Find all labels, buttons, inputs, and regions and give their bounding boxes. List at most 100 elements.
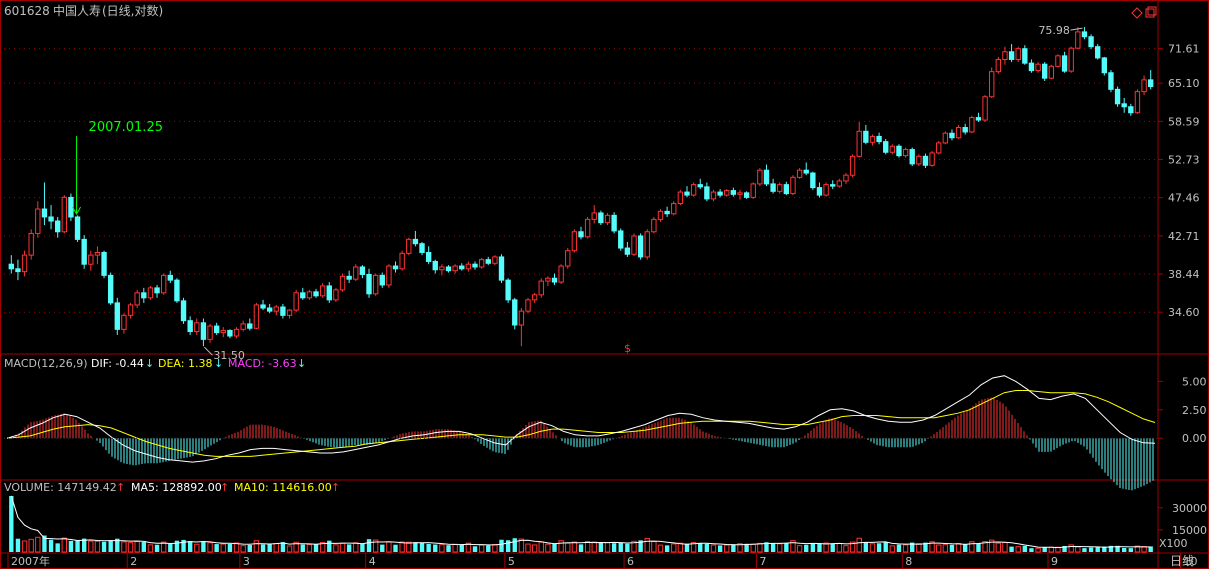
candle-body bbox=[531, 294, 538, 301]
candle-body bbox=[432, 260, 438, 271]
month-label: 8 bbox=[905, 555, 912, 568]
volume-bar bbox=[1068, 544, 1074, 553]
volume-bar bbox=[127, 542, 134, 553]
candle-body bbox=[671, 203, 677, 215]
candle bbox=[783, 181, 790, 196]
volume-bar bbox=[717, 545, 723, 552]
candle-body bbox=[1081, 31, 1088, 38]
candle bbox=[273, 304, 279, 316]
volume-bar bbox=[1015, 546, 1021, 553]
volume-bar bbox=[1102, 546, 1107, 552]
candle bbox=[571, 229, 578, 253]
candle bbox=[631, 233, 637, 257]
candle bbox=[730, 187, 737, 197]
volume-bar bbox=[313, 544, 319, 552]
candle bbox=[35, 201, 41, 238]
candle bbox=[200, 318, 207, 347]
candle-body bbox=[565, 250, 571, 267]
volume-bar bbox=[955, 543, 962, 553]
period-tab[interactable]: 日线 bbox=[1170, 554, 1194, 568]
month-label: 4 bbox=[369, 555, 376, 568]
candle-body bbox=[584, 218, 591, 238]
candle-body bbox=[498, 256, 505, 281]
candle-body bbox=[505, 279, 511, 301]
volume-bar bbox=[558, 540, 564, 553]
candle-body bbox=[1008, 51, 1015, 60]
volume-label: VOLUME: 147149.42 bbox=[4, 481, 117, 494]
candle bbox=[558, 264, 564, 284]
candle-body bbox=[392, 265, 399, 270]
candle-body bbox=[704, 186, 710, 200]
candle-body bbox=[618, 230, 624, 249]
candle bbox=[1042, 62, 1048, 81]
candle bbox=[902, 147, 909, 158]
annotation-date-label: 2007.01.25 bbox=[89, 120, 163, 135]
volume-bar bbox=[55, 543, 60, 552]
candle-body bbox=[558, 265, 564, 283]
volume-tick-label: 15000 bbox=[1172, 524, 1207, 537]
candle-body bbox=[141, 292, 147, 299]
dif-line bbox=[6, 375, 1156, 463]
restore-icon[interactable] bbox=[1145, 6, 1157, 18]
candle-body bbox=[478, 259, 485, 268]
volume-bar bbox=[439, 544, 445, 553]
ma10-label: MA10: 114616.00 bbox=[234, 481, 332, 494]
volume-bar bbox=[571, 541, 578, 553]
candle bbox=[989, 67, 995, 98]
candle-body bbox=[995, 58, 1002, 73]
volume-bar bbox=[101, 541, 107, 552]
volume-bar bbox=[452, 543, 458, 553]
candlestick-series[interactable] bbox=[8, 27, 1154, 356]
volume-bar bbox=[677, 542, 684, 553]
volume-bar bbox=[651, 541, 657, 553]
month-label: 9 bbox=[1051, 555, 1058, 568]
volume-bar bbox=[194, 543, 200, 553]
volume-bar bbox=[770, 543, 776, 552]
volume-bar bbox=[863, 542, 869, 552]
price-axis: 71.61 65.10 58.59 52.73 47.46 42.71 38.44 34.60 bbox=[1158, 43, 1200, 319]
volume-bar bbox=[830, 543, 835, 552]
candle-body bbox=[94, 251, 101, 256]
candle-body bbox=[273, 306, 279, 312]
candle-body bbox=[770, 183, 776, 192]
candle-body bbox=[763, 169, 770, 185]
volume-bar bbox=[902, 544, 909, 553]
volume-bar bbox=[545, 543, 551, 553]
month-label: 7 bbox=[760, 555, 767, 568]
volume-bar bbox=[518, 538, 525, 553]
candle-body bbox=[902, 149, 909, 157]
candle bbox=[942, 131, 949, 145]
price-tick-label: 47.46 bbox=[1168, 192, 1200, 205]
diamond-icon[interactable] bbox=[1131, 7, 1143, 19]
candle bbox=[154, 284, 160, 298]
volume-bar bbox=[1042, 547, 1047, 552]
volume-bar bbox=[21, 540, 28, 553]
candle-body bbox=[1055, 55, 1061, 67]
month-label: 6 bbox=[627, 555, 634, 568]
candle-body bbox=[591, 212, 597, 220]
candle-body bbox=[936, 142, 942, 154]
volume-bar bbox=[657, 544, 664, 553]
candle bbox=[339, 273, 346, 292]
candle-body bbox=[1148, 79, 1154, 88]
candle-body bbox=[730, 190, 737, 195]
volume-bar bbox=[174, 540, 180, 552]
dea-label: DEA: 1.38 bbox=[158, 357, 212, 370]
candle bbox=[81, 235, 87, 269]
candle bbox=[306, 289, 313, 300]
volume-bar bbox=[28, 538, 34, 553]
candle bbox=[227, 329, 233, 339]
candle-body bbox=[372, 274, 379, 295]
candle bbox=[1048, 64, 1055, 80]
volume-bar bbox=[160, 541, 167, 553]
volume-ma-line bbox=[10, 495, 1151, 549]
candle bbox=[280, 303, 286, 319]
volume-bar bbox=[227, 543, 233, 552]
candle-body bbox=[604, 214, 611, 224]
event-marker[interactable]: $ bbox=[624, 342, 631, 355]
candle bbox=[717, 189, 723, 198]
candle bbox=[286, 309, 293, 319]
candle bbox=[690, 182, 697, 197]
candle-body bbox=[949, 132, 955, 139]
